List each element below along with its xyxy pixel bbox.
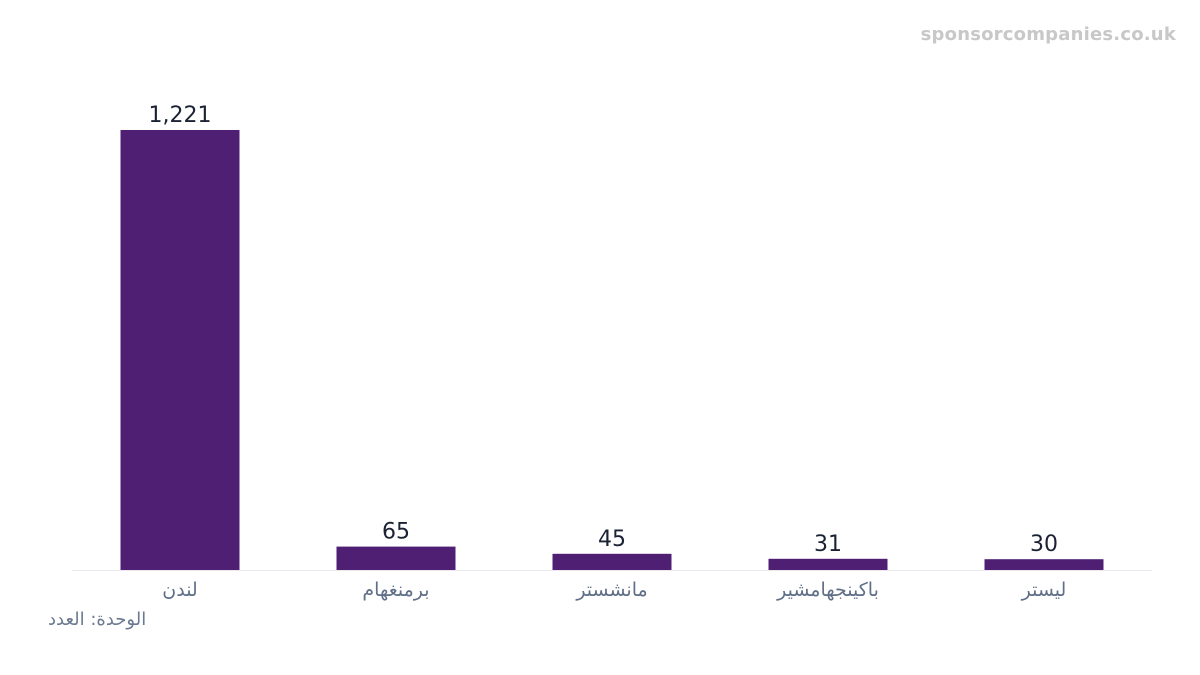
bar-0 <box>120 130 240 570</box>
x-tick-label-1: برمنغهام <box>362 579 429 601</box>
watermark: sponsorcompanies.co.uk <box>920 24 1176 45</box>
value-labels-group: 1,221 65 45 31 30 <box>149 103 1058 557</box>
x-tick-label-0: لندن <box>162 579 197 601</box>
x-tick-label-4: ليستر <box>1021 579 1067 601</box>
bar-1 <box>336 546 456 570</box>
value-label-1: 65 <box>382 520 410 545</box>
bar-3 <box>768 558 888 570</box>
x-tick-label-2: مانشستر <box>575 579 647 601</box>
bar-4 <box>984 559 1104 570</box>
value-label-4: 30 <box>1030 532 1058 557</box>
x-tick-label-3: باكينجهامشير <box>776 579 879 601</box>
bar-2 <box>552 553 672 570</box>
bars-group <box>120 130 1104 570</box>
value-label-3: 31 <box>814 532 842 557</box>
value-label-2: 45 <box>598 527 626 552</box>
x-tick-labels-group: لندن برمنغهام مانشستر باكينجهامشير ليستر <box>162 579 1066 601</box>
unit-label: الوحدة: العدد <box>48 609 147 630</box>
value-label-0: 1,221 <box>149 103 212 128</box>
